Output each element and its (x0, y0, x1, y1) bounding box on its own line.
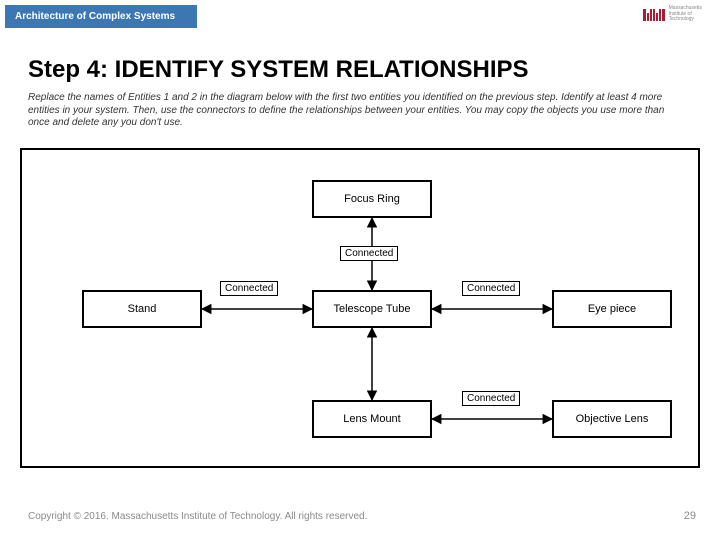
course-title-bar: Architecture of Complex Systems (5, 5, 197, 28)
mit-logo-icon (643, 7, 664, 21)
node-focus-ring[interactable]: Focus Ring (312, 180, 432, 218)
node-stand[interactable]: Stand (82, 290, 202, 328)
node-objective-lens[interactable]: Objective Lens (552, 400, 672, 438)
edge-label-1: Connected (220, 281, 278, 296)
copyright-text: Copyright © 2016. Massachusetts Institut… (28, 511, 367, 522)
node-lens-mount[interactable]: Lens Mount (312, 400, 432, 438)
page-number: 29 (684, 510, 696, 522)
course-title-text: Architecture of Complex Systems (15, 11, 175, 22)
node-telescope-tube[interactable]: Telescope Tube (312, 290, 432, 328)
institution-logo: MassachusettsInstitute ofTechnology (643, 6, 702, 23)
node-eye-piece[interactable]: Eye piece (552, 290, 672, 328)
diagram-frame: Focus Ring Stand Telescope Tube Eye piece Le… (20, 148, 700, 468)
edge-label-0: Connected (340, 246, 398, 261)
instructions-text: Replace the names of Entities 1 and 2 in… (28, 92, 688, 130)
edge-label-2: Connected (462, 281, 520, 296)
institution-name: MassachusettsInstitute ofTechnology (669, 6, 702, 23)
edge-label-4: Connected (462, 391, 520, 406)
page-title: Step 4: IDENTIFY SYSTEM RELATIONSHIPS (28, 56, 529, 84)
